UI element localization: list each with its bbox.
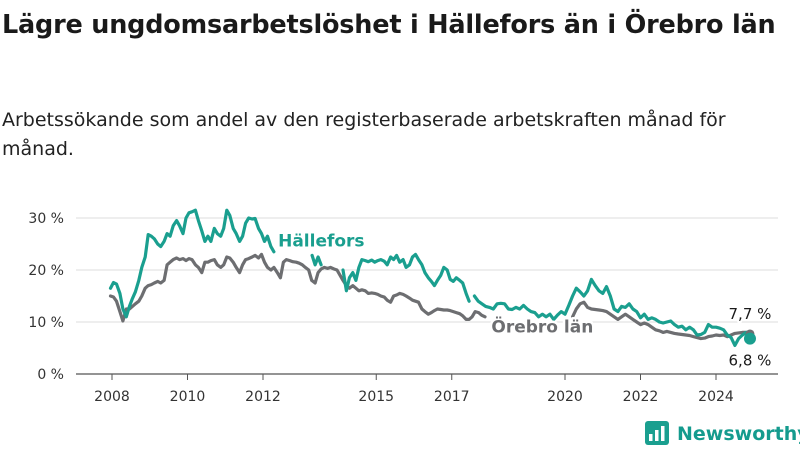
- end-label-orebro: 7,7 %: [729, 305, 772, 323]
- series-label-hallefors: Hällefors: [278, 232, 364, 252]
- y-tick-label: 0 %: [37, 367, 64, 383]
- end-label-hallefors: 6,8 %: [729, 352, 772, 370]
- brand-name: Newsworthy: [677, 423, 800, 445]
- x-tick-label: 2008: [94, 389, 130, 405]
- end-point-hallefors: [743, 332, 756, 345]
- series-line-hallefors-segment: [310, 253, 323, 267]
- x-tick-label: 2017: [434, 389, 470, 405]
- series-line-hallefors: [108, 208, 276, 319]
- series-label-orebro: Örebro län: [491, 315, 593, 337]
- x-tick-label: 2020: [547, 389, 583, 405]
- end-label-hallefors-halo: 6,8 %: [729, 352, 772, 370]
- axes: 0 % 10 % 20 % 30 % 2008 2010 2012 2015 2017 2020 2…: [28, 211, 778, 405]
- end-label-orebro-halo: 7,7 %: [729, 305, 772, 323]
- y-tick-label: 30 %: [28, 211, 64, 227]
- x-tick-label: 2010: [170, 389, 206, 405]
- x-tick-label: 2015: [358, 389, 394, 405]
- y-tick-label: 10 %: [28, 315, 64, 331]
- newsworthy-logo-icon: [645, 421, 669, 445]
- series-label-hallefors-halo: Hällefors: [278, 232, 364, 252]
- series-line-hallefors-segment: [341, 252, 471, 303]
- series-line-orebro-recent: [571, 300, 752, 341]
- page-title: Lägre ungdomsarbetslöshet i Hällefors än…: [2, 10, 776, 40]
- series-line-hallefors-recent: [472, 277, 752, 347]
- series-lines: [108, 208, 756, 347]
- newsworthy-brand: Newsworthy: [645, 421, 800, 445]
- y-tick-label: 20 %: [28, 263, 64, 279]
- page-subtitle: Arbetssökande som andel av den registerb…: [2, 109, 726, 160]
- x-tick-label: 2012: [245, 389, 281, 405]
- series-line-orebro: [108, 252, 487, 323]
- series-label-orebro-halo: Örebro län: [491, 315, 593, 337]
- x-tick-label: 2022: [623, 389, 659, 405]
- x-tick-label: 2024: [698, 389, 734, 405]
